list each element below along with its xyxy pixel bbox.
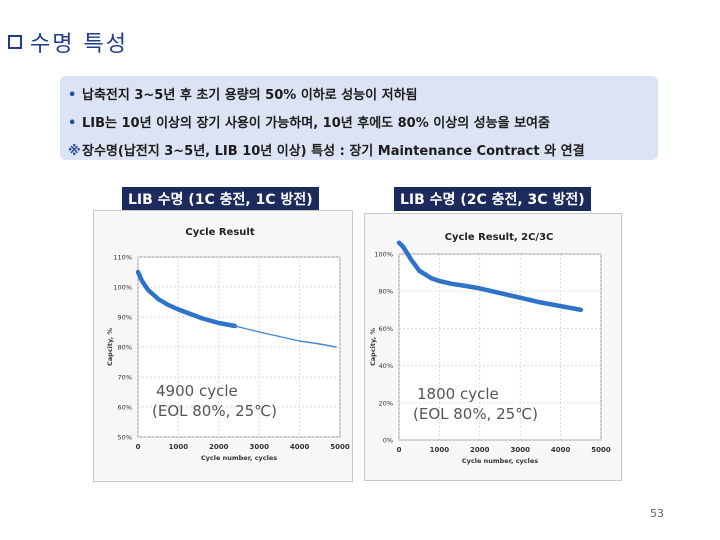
chart-label-left: LIB 수명 (1C 충전, 1C 방전) xyxy=(122,187,319,211)
x-tick-label: 1000 xyxy=(430,446,450,454)
annotation-cycles: 4900 cycle xyxy=(156,382,238,400)
x-tick-label: 5000 xyxy=(330,443,350,451)
x-tick-label: 4000 xyxy=(551,446,571,454)
data-point xyxy=(156,297,160,301)
data-point xyxy=(429,276,433,280)
series-line-measured xyxy=(135,269,238,329)
data-point xyxy=(188,312,193,316)
y-tick-label: 50% xyxy=(118,434,132,442)
y-tick-label: 60% xyxy=(118,404,132,412)
data-point xyxy=(559,304,563,308)
data-point xyxy=(166,303,170,307)
page-number: 53 xyxy=(650,507,664,520)
data-point xyxy=(498,291,502,295)
y-tick-label: 80% xyxy=(379,288,393,296)
summary-box: • 납축전지 3~5년 후 초기 용량의 50% 이하로 성능이 저하됨 • LIB… xyxy=(60,76,658,160)
y-tick-label: 100% xyxy=(113,284,132,292)
y-tick-label: 20% xyxy=(379,399,393,407)
data-point xyxy=(201,316,205,321)
y-tick-label: 80% xyxy=(118,344,132,352)
x-tick-label: 0 xyxy=(397,446,402,454)
data-point xyxy=(449,282,454,286)
data-point xyxy=(176,307,180,312)
y-tick-label: 70% xyxy=(118,374,132,382)
x-tick-label: 5000 xyxy=(591,446,611,454)
y-tick-label: 110% xyxy=(113,254,132,262)
summary-text: 납축전지 3~5년 후 초기 용량의 50% 이하로 성능이 저하됨 xyxy=(82,88,418,103)
chart-label-right: LIB 수명 (2C 충전, 3C 방전) xyxy=(394,187,591,211)
data-point xyxy=(335,346,337,348)
x-axis-label: Cycle number, cycles xyxy=(462,457,538,465)
summary-line-3: ※장수명(납전지 3~5년, LIB 10년 이상) 특성 : 장기 Maint… xyxy=(68,140,585,159)
data-point xyxy=(298,340,301,342)
x-tick-label: 3000 xyxy=(510,446,530,454)
summary-line-2: • LIB는 10년 이상의 장기 사용이 가능하며, 10년 후에도 80% 이… xyxy=(68,112,550,131)
series-line-projected xyxy=(234,325,337,348)
summary-text: LIB는 10년 이상의 장기 사용이 가능하며, 10년 후에도 80% 이상… xyxy=(82,116,550,131)
reference-mark-icon: ※ xyxy=(68,144,81,159)
annotation-eol: (EOL 80%, 25℃) xyxy=(152,402,277,420)
data-point xyxy=(518,296,522,300)
bullet-icon: • xyxy=(68,116,77,131)
y-axis-label: Capcity, % xyxy=(106,328,114,366)
data-point xyxy=(136,270,140,274)
data-point xyxy=(538,300,542,304)
bullet-icon: • xyxy=(68,88,77,103)
x-tick-label: 0 xyxy=(136,443,141,451)
y-tick-label: 100% xyxy=(374,251,393,259)
data-point xyxy=(217,321,221,325)
x-tick-label: 1000 xyxy=(169,443,189,451)
chart-panel-left: 0 1000 2000 3000 4000 5000 50% 60% 70% 80% 90% 100%… xyxy=(93,210,353,482)
data-point xyxy=(417,269,421,273)
data-point xyxy=(579,308,583,312)
page-title: 수명 특성 xyxy=(30,32,128,57)
summary-line-1: • 납축전지 3~5년 후 초기 용량의 50% 이하로 성능이 저하됨 xyxy=(68,84,418,103)
summary-text: 장수명(납전지 3~5년, LIB 10년 이상) 특성 : 장기 Mainte… xyxy=(82,144,585,159)
data-point xyxy=(258,331,260,333)
chart-title: Cycle Result xyxy=(185,227,254,238)
x-axis-label: Cycle number, cycles xyxy=(201,454,277,462)
chart-panel-right: 0 1000 2000 3000 4000 5000 0% 20% 40% 60% 80% 100% C… xyxy=(364,213,622,481)
chart-title: Cycle Result, 2C/3C xyxy=(445,232,554,243)
data-point xyxy=(146,288,150,292)
data-point xyxy=(401,244,405,249)
x-tick-label: 4000 xyxy=(290,443,310,451)
data-point xyxy=(462,284,466,288)
data-point xyxy=(478,286,482,291)
y-axis-label: Capcity, % xyxy=(369,328,377,366)
data-point xyxy=(437,279,441,283)
x-tick-label: 2000 xyxy=(209,443,229,451)
data-point xyxy=(234,325,236,327)
annotation-cycles: 1800 cycle xyxy=(417,385,499,403)
cycle-chart-2c3c: 0 1000 2000 3000 4000 5000 0% 20% 40% 60% 80% 100% C… xyxy=(369,232,611,465)
series-line-measured xyxy=(396,240,584,313)
y-tick-label: 40% xyxy=(379,362,393,370)
x-tick-label: 3000 xyxy=(249,443,269,451)
checkbox-bullet-icon xyxy=(8,35,22,49)
y-tick-label: 0% xyxy=(383,437,393,445)
cycle-chart-1c: 0 1000 2000 3000 4000 5000 50% 60% 70% 80% 90% 100%… xyxy=(106,227,350,462)
slide-title: 수명 특성 xyxy=(8,26,128,58)
data-point xyxy=(278,335,281,338)
data-point xyxy=(409,257,413,262)
data-point xyxy=(397,241,401,245)
data-point xyxy=(140,279,144,283)
y-tick-label: 60% xyxy=(379,325,393,333)
annotation-eol: (EOL 80%, 25℃) xyxy=(413,405,538,423)
data-point xyxy=(319,343,321,345)
y-tick-label: 90% xyxy=(118,314,132,322)
x-tick-label: 2000 xyxy=(470,446,490,454)
